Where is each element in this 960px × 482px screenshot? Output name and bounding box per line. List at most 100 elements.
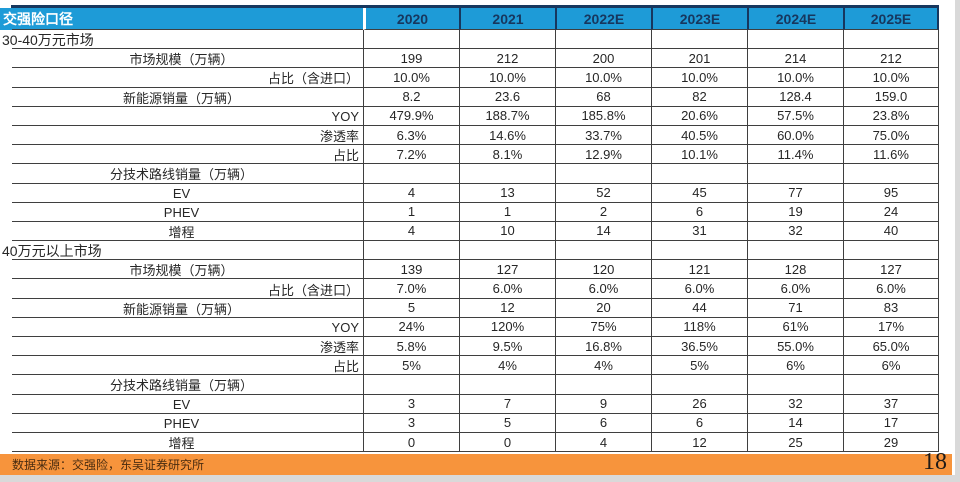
value-cell: [459, 375, 555, 395]
value-cell: 52: [555, 183, 651, 203]
row-label: 渗透率: [0, 126, 363, 146]
value-cell: 23.8%: [843, 106, 939, 126]
row-label: EV: [0, 184, 363, 203]
value-cell: [843, 30, 939, 50]
table-row: 分技术路线销量（万辆）: [0, 164, 939, 184]
value-cell: 16.8%: [555, 337, 651, 357]
value-cell: 4%: [555, 356, 651, 376]
value-cell: 61%: [747, 317, 843, 337]
value-cell: 32: [747, 221, 843, 242]
value-cell: 121: [651, 260, 747, 280]
value-cell: [747, 241, 843, 261]
value-cell: [363, 164, 459, 184]
value-cell: 7: [459, 394, 555, 414]
value-cell: 31: [651, 221, 747, 242]
value-cell: 65.0%: [843, 337, 939, 357]
value-cell: 188.7%: [459, 106, 555, 126]
value-cell: 37: [843, 394, 939, 414]
table-row: YOY 24% 120% 75% 118% 61% 17%: [0, 317, 939, 338]
row-label: EV: [0, 395, 363, 414]
row-label: 渗透率: [0, 337, 363, 357]
value-cell: 6.0%: [651, 279, 747, 299]
row-label: 分技术路线销量（万辆）: [0, 164, 363, 184]
page-edge-right: [955, 0, 960, 482]
year-column-header: 2021: [459, 8, 555, 30]
value-cell: 68: [555, 87, 651, 107]
value-cell: 6: [651, 413, 747, 433]
table-row: EV 4 13 52 45 77 95: [0, 183, 939, 203]
section-row: 40万元以上市场: [0, 241, 939, 261]
table-row: PHEV 3 5 6 6 14 17: [0, 413, 939, 434]
table-row: 渗透率 5.8% 9.5% 16.8% 36.5% 55.0% 65.0%: [0, 337, 939, 357]
value-cell: 71: [747, 298, 843, 318]
value-cell: [555, 30, 651, 50]
source-footer-bar: 数据来源：交强险，东吴证券研究所: [0, 454, 952, 475]
value-cell: 6.0%: [459, 279, 555, 299]
value-cell: 77: [747, 183, 843, 203]
table-row: 占比（含进口） 10.0% 10.0% 10.0% 10.0% 10.0% 10.0%: [0, 68, 939, 88]
table-row: 市场规模（万辆） 139 127 120 121 128 127: [0, 260, 939, 280]
value-cell: 0: [459, 432, 555, 453]
value-cell: 26: [651, 394, 747, 414]
value-cell: 14.6%: [459, 125, 555, 146]
value-cell: 13: [459, 183, 555, 203]
value-cell: 44: [651, 298, 747, 318]
value-cell: 139: [363, 260, 459, 280]
row-label: 占比: [0, 356, 363, 376]
row-label: 占比: [0, 145, 363, 165]
value-cell: 20: [555, 298, 651, 318]
row-label: 占比（含进口）: [0, 279, 363, 299]
table-row: 增程 4 10 14 31 32 40: [0, 221, 939, 242]
table-row: 占比（含进口） 7.0% 6.0% 6.0% 6.0% 6.0% 6.0%: [0, 279, 939, 299]
row-label: 增程: [0, 433, 363, 453]
value-cell: 20.6%: [651, 106, 747, 126]
page-edge-bottom: [0, 475, 960, 482]
value-cell: 8.2: [363, 87, 459, 107]
row-label: 新能源销量（万辆）: [0, 299, 363, 319]
row-label: 市场规模（万辆）: [0, 260, 363, 280]
value-cell: 201: [651, 49, 747, 69]
value-cell: 5.8%: [363, 337, 459, 357]
value-cell: 120%: [459, 317, 555, 337]
value-cell: 127: [459, 260, 555, 280]
value-cell: 10.0%: [651, 68, 747, 88]
row-label: PHEV: [0, 203, 363, 223]
value-cell: 75.0%: [843, 125, 939, 146]
value-cell: 159.0: [843, 87, 939, 107]
value-cell: 14: [747, 413, 843, 433]
data-source-text: 数据来源：交强险，东吴证券研究所: [12, 458, 205, 472]
value-cell: 24%: [363, 317, 459, 337]
value-cell: 10.0%: [747, 68, 843, 88]
value-cell: 19: [747, 202, 843, 222]
value-cell: 10: [459, 221, 555, 242]
value-cell: 8.1%: [459, 145, 555, 165]
value-cell: 6.0%: [843, 279, 939, 299]
value-cell: 5: [459, 413, 555, 433]
year-column-header: 2023E: [651, 8, 747, 30]
value-cell: 6%: [747, 356, 843, 376]
table-row: YOY 479.9% 188.7% 185.8% 20.6% 57.5% 23.8%: [0, 106, 939, 127]
value-cell: [843, 241, 939, 261]
value-cell: [555, 164, 651, 184]
year-column-header: 2024E: [747, 8, 843, 30]
table-row: 占比 7.2% 8.1% 12.9% 10.1% 11.4% 11.6%: [0, 145, 939, 165]
row-label: 分技术路线销量（万辆）: [0, 375, 363, 395]
value-cell: 9: [555, 394, 651, 414]
value-cell: 10.1%: [651, 145, 747, 165]
row-label: PHEV: [0, 414, 363, 434]
row-label: 增程: [0, 222, 363, 242]
value-cell: 12: [459, 298, 555, 318]
section-row: 30-40万元市场: [0, 30, 939, 50]
value-cell: 29: [843, 432, 939, 453]
value-cell: 4: [363, 183, 459, 203]
value-cell: [843, 164, 939, 184]
year-column-header: 2025E: [843, 8, 939, 30]
value-cell: [747, 30, 843, 50]
value-cell: 12: [651, 432, 747, 453]
row-label: 新能源销量（万辆）: [0, 88, 363, 107]
value-cell: [363, 30, 459, 50]
value-cell: 17: [843, 413, 939, 433]
table-header-row: 交强险口径 2020 2021 2022E 2023E 2024E 2025E: [0, 8, 939, 30]
value-cell: 55.0%: [747, 337, 843, 357]
value-cell: 17%: [843, 317, 939, 337]
